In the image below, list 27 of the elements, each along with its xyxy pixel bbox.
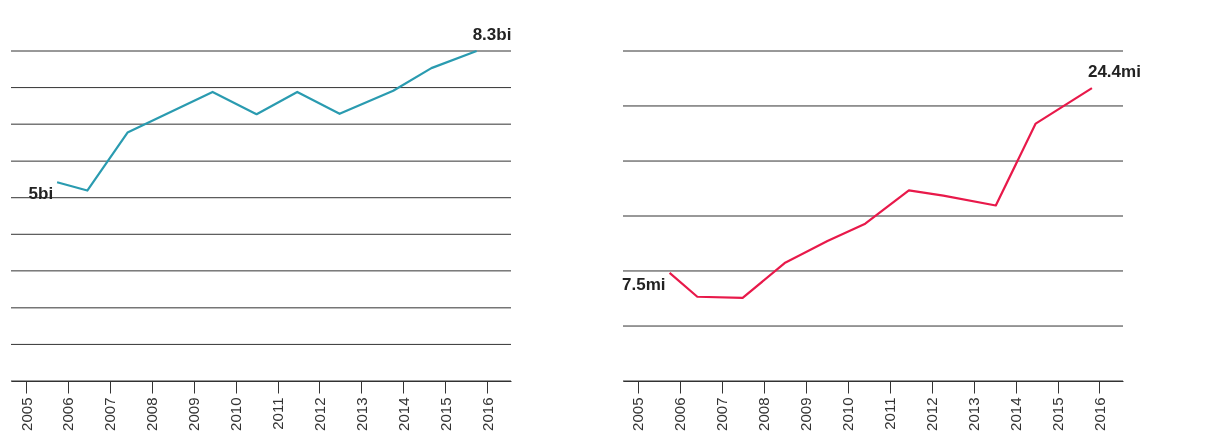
x-tick-label: 2014 bbox=[394, 397, 412, 431]
data-label: 8.3bi bbox=[472, 25, 512, 44]
x-tick-label: 2007 bbox=[713, 397, 731, 431]
x-tick-label: 2006 bbox=[59, 397, 77, 431]
data-label: 24.4mi bbox=[1087, 62, 1141, 82]
x-tick-label: 2013 bbox=[352, 397, 370, 431]
x-tick-label: 2016 bbox=[1090, 397, 1108, 431]
x-tick-label: 2014 bbox=[1007, 397, 1025, 431]
x-tick-label: 2007 bbox=[101, 397, 119, 431]
x-tick-label: 2010 bbox=[839, 397, 857, 431]
x-tick-label: 2013 bbox=[965, 397, 983, 431]
x-tick-label: 2005 bbox=[629, 397, 647, 431]
x-tick-label: 2005 bbox=[17, 397, 35, 431]
x-tick-label: 2009 bbox=[185, 397, 203, 431]
x-tick-label: 2012 bbox=[923, 397, 941, 431]
x-tick-label: 2015 bbox=[1049, 397, 1067, 431]
x-tick-label: 2009 bbox=[797, 397, 815, 431]
x-tick-label: 2012 bbox=[310, 397, 328, 431]
x-tick-label: 2010 bbox=[227, 397, 245, 431]
x-tick-label: 2011 bbox=[269, 397, 287, 430]
x-tick-label: 2008 bbox=[143, 397, 161, 431]
x-tick-label: 2008 bbox=[755, 397, 773, 431]
x-tick-label: 2016 bbox=[478, 397, 496, 431]
x-tick-label: 2011 bbox=[881, 397, 899, 430]
x-tick-label: 2006 bbox=[671, 397, 689, 431]
x-tick-label: 2015 bbox=[436, 397, 454, 431]
data-label: 7.5mi bbox=[622, 274, 666, 294]
